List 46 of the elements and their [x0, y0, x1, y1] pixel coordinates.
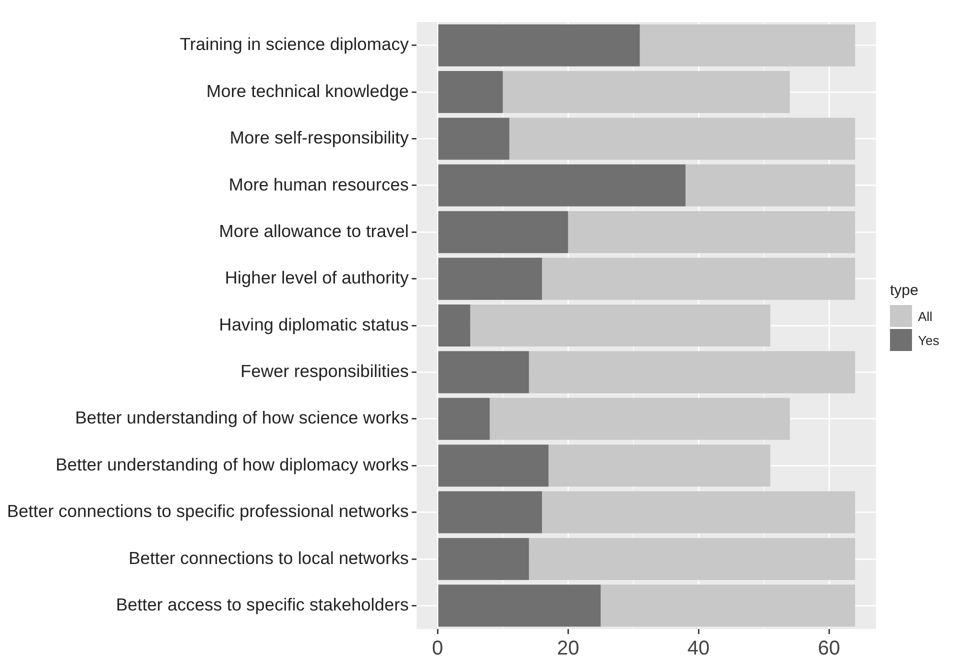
bar — [438, 538, 529, 580]
bar — [438, 304, 470, 347]
bar — [686, 164, 856, 206]
bar — [438, 71, 503, 114]
bar — [542, 491, 856, 534]
bar — [548, 444, 770, 487]
legend-label: Yes — [918, 332, 940, 348]
x-tick-label: 40 — [687, 638, 710, 660]
bar — [438, 211, 568, 254]
bar — [438, 444, 549, 487]
y-tick-label: More self-responsibility — [230, 128, 409, 148]
y-tick-label: Better connections to specific professional networks — [6, 501, 409, 522]
y-tick-label: Training in science diplomacy — [180, 34, 409, 54]
bar — [542, 258, 856, 300]
x-tick-label: 0 — [432, 638, 444, 660]
x-tick-label: 60 — [818, 638, 840, 660]
bar — [438, 398, 490, 440]
x-tick-label: 20 — [556, 638, 580, 660]
legend-title: type — [890, 282, 920, 299]
bar — [438, 258, 542, 300]
bar — [640, 24, 856, 66]
y-tick-label: Better understanding of how science works — [75, 408, 409, 428]
y-tick-label: Higher level of authority — [224, 268, 409, 288]
bar — [470, 304, 770, 347]
bar — [438, 118, 510, 160]
y-tick-label: Better understanding of how diplomacy works — [56, 454, 409, 474]
bar — [438, 584, 601, 627]
y-tick-label: More technical knowledge — [206, 80, 409, 101]
y-tick-label: Better access to specific stakeholders — [116, 594, 409, 614]
bar — [438, 24, 640, 66]
y-tick-label: More human resources — [228, 174, 409, 194]
bar — [490, 398, 790, 440]
y-tick-label: Having diplomatic status — [219, 314, 409, 334]
y-tick-label: Fewer responsibilities — [240, 361, 409, 382]
bar — [528, 351, 856, 394]
bar — [509, 118, 856, 160]
legend-label: All — [918, 308, 932, 324]
bar — [502, 71, 790, 114]
bar — [568, 211, 856, 254]
bar — [528, 538, 856, 580]
y-tick-label: Better connections to local networks — [128, 548, 409, 568]
bar — [438, 351, 529, 394]
y-tick-label: More allowance to travel — [219, 220, 409, 241]
bar — [438, 164, 686, 206]
bar — [600, 584, 856, 627]
bar — [438, 491, 542, 534]
